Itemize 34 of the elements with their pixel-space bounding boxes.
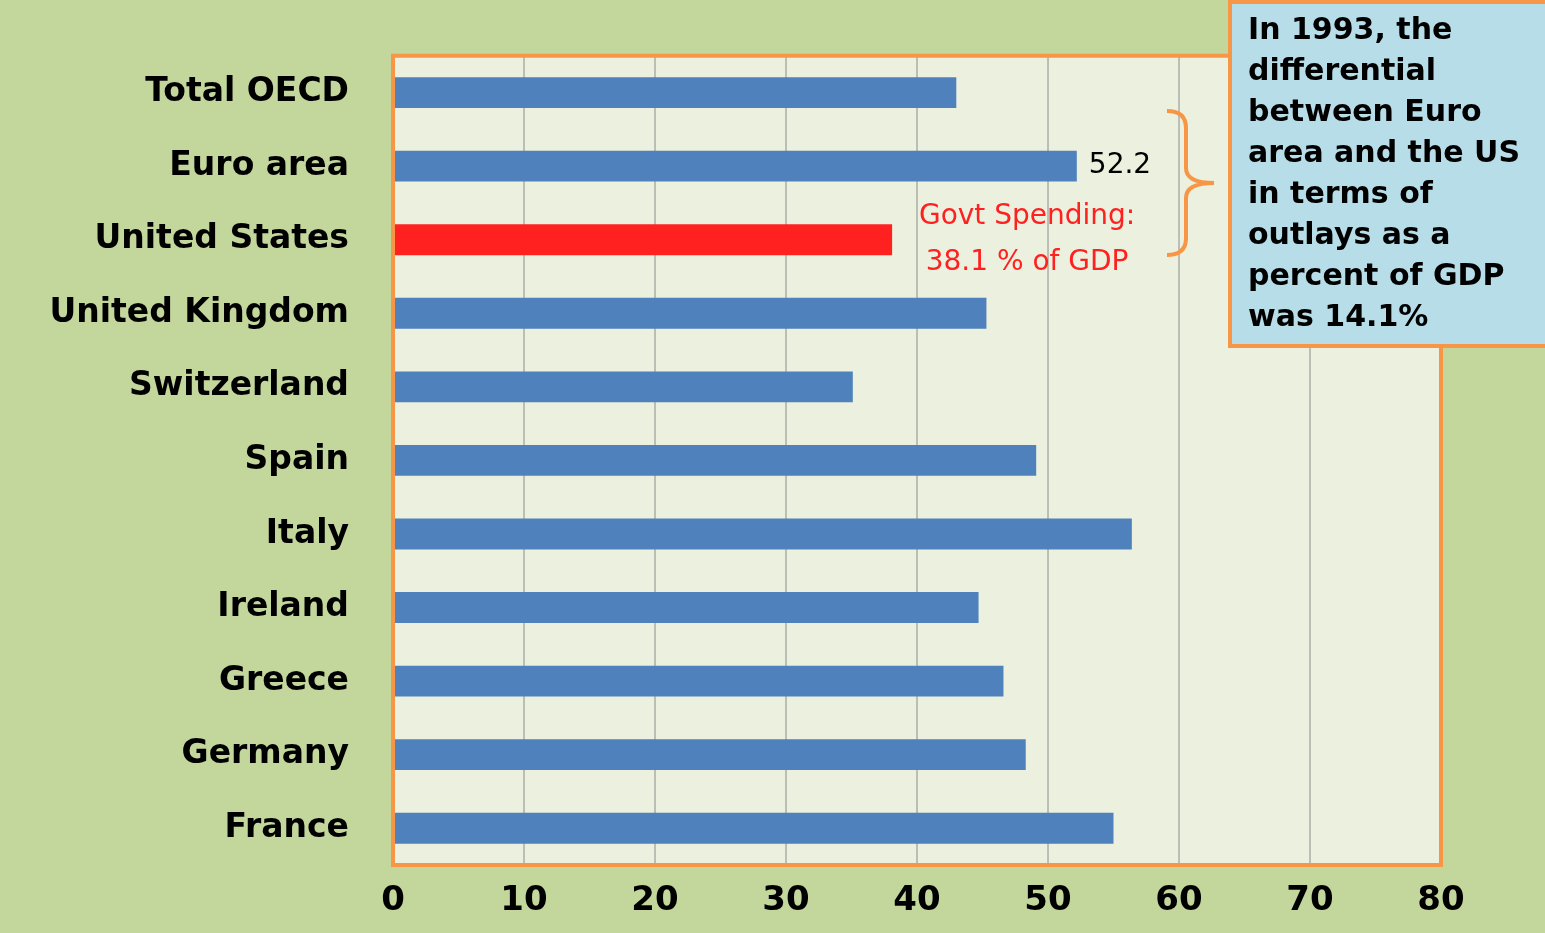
y-tick-label: France — [224, 805, 349, 845]
bar — [393, 592, 979, 623]
x-tick-label: 30 — [762, 878, 810, 919]
y-tick-label: Spain — [244, 437, 349, 477]
bar — [393, 812, 1114, 844]
y-tick-label: Switzerland — [129, 364, 349, 404]
x-tick-label: 40 — [893, 878, 941, 919]
bar — [393, 444, 1037, 476]
bar — [393, 77, 957, 109]
y-tick-label: United States — [94, 217, 349, 257]
x-tick-label: 10 — [500, 878, 548, 919]
annotation: Govt Spending: 38.1 % of GDP — [918, 197, 1136, 277]
bar — [393, 224, 893, 256]
x-tick-label: 0 — [381, 878, 405, 919]
y-tick-label: Total OECD — [145, 70, 349, 110]
y-tick-label: United Kingdom — [49, 290, 349, 330]
annotation: In 1993, the differential between Euro area and the US in terms of outlays as a percent of GDP was 14.1% — [1228, 0, 1545, 348]
y-tick-label: Greece — [218, 658, 349, 698]
bar — [393, 150, 1077, 182]
y-tick-label: Ireland — [217, 585, 349, 625]
y-tick-label: Germany — [181, 732, 349, 772]
bar — [393, 518, 1132, 550]
bar — [393, 297, 987, 329]
x-tick-label: 80 — [1417, 878, 1465, 919]
bar — [393, 371, 853, 403]
x-tick-label: 70 — [1286, 878, 1334, 919]
y-tick-label: Italy — [265, 511, 349, 551]
x-tick-label: 60 — [1155, 878, 1203, 919]
bar — [393, 665, 1004, 697]
x-tick-label: 50 — [1024, 878, 1072, 919]
x-tick-label: 20 — [631, 878, 679, 919]
bar — [393, 739, 1026, 771]
y-tick-label: Euro area — [169, 143, 349, 183]
data-label: 52.2 — [1088, 147, 1152, 181]
